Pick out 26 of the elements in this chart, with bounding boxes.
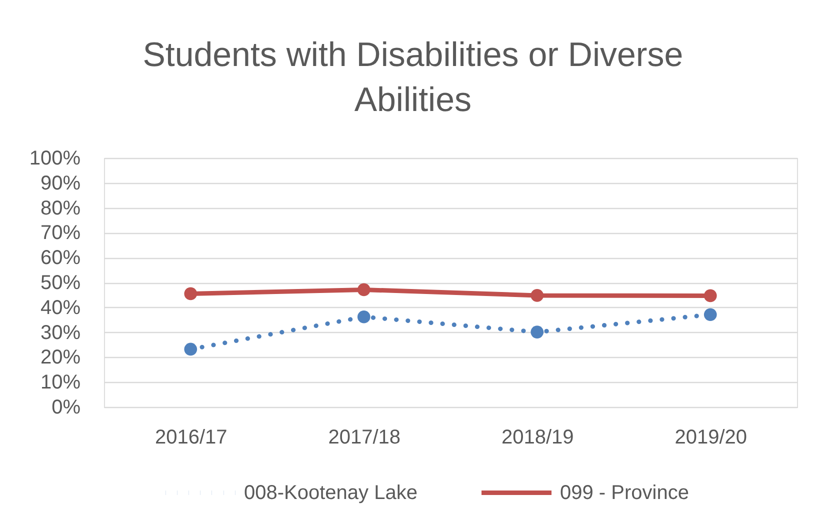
- y-tick-label: 70%: [40, 222, 81, 244]
- point: [184, 287, 198, 300]
- x-tick-label: 2019/20: [674, 426, 748, 448]
- point: [530, 326, 544, 338]
- point: [704, 308, 717, 322]
- y-tick-label: 10%: [40, 372, 81, 394]
- y-tick-label: 90%: [40, 172, 81, 194]
- y-tick-label: 40%: [40, 296, 81, 319]
- y-tick-label: 20%: [40, 346, 81, 369]
- legend-label: 099 - Province: [560, 482, 689, 504]
- y-tick-label: 30%: [40, 322, 81, 344]
- y-tick-label: 100%: [29, 148, 81, 170]
- y-tick-label: 80%: [40, 197, 81, 220]
- point: [357, 283, 370, 296]
- y-tick-label: 50%: [40, 272, 81, 294]
- y-tick-label: 0%: [52, 396, 81, 418]
- point: [530, 289, 544, 302]
- legend-label: 008-Kootenay Lake: [244, 482, 418, 504]
- y-tick-label: 60%: [40, 247, 81, 270]
- point: [184, 342, 198, 356]
- x-tick-label: 2017/18: [328, 426, 401, 448]
- x-tick-label: 2018/19: [501, 426, 574, 448]
- point: [357, 310, 370, 324]
- point: [704, 289, 717, 302]
- chart-title: Students with Disabilities or Diverse Abilities: [142, 36, 684, 119]
- x-tick-label: 2016/17: [154, 426, 228, 448]
